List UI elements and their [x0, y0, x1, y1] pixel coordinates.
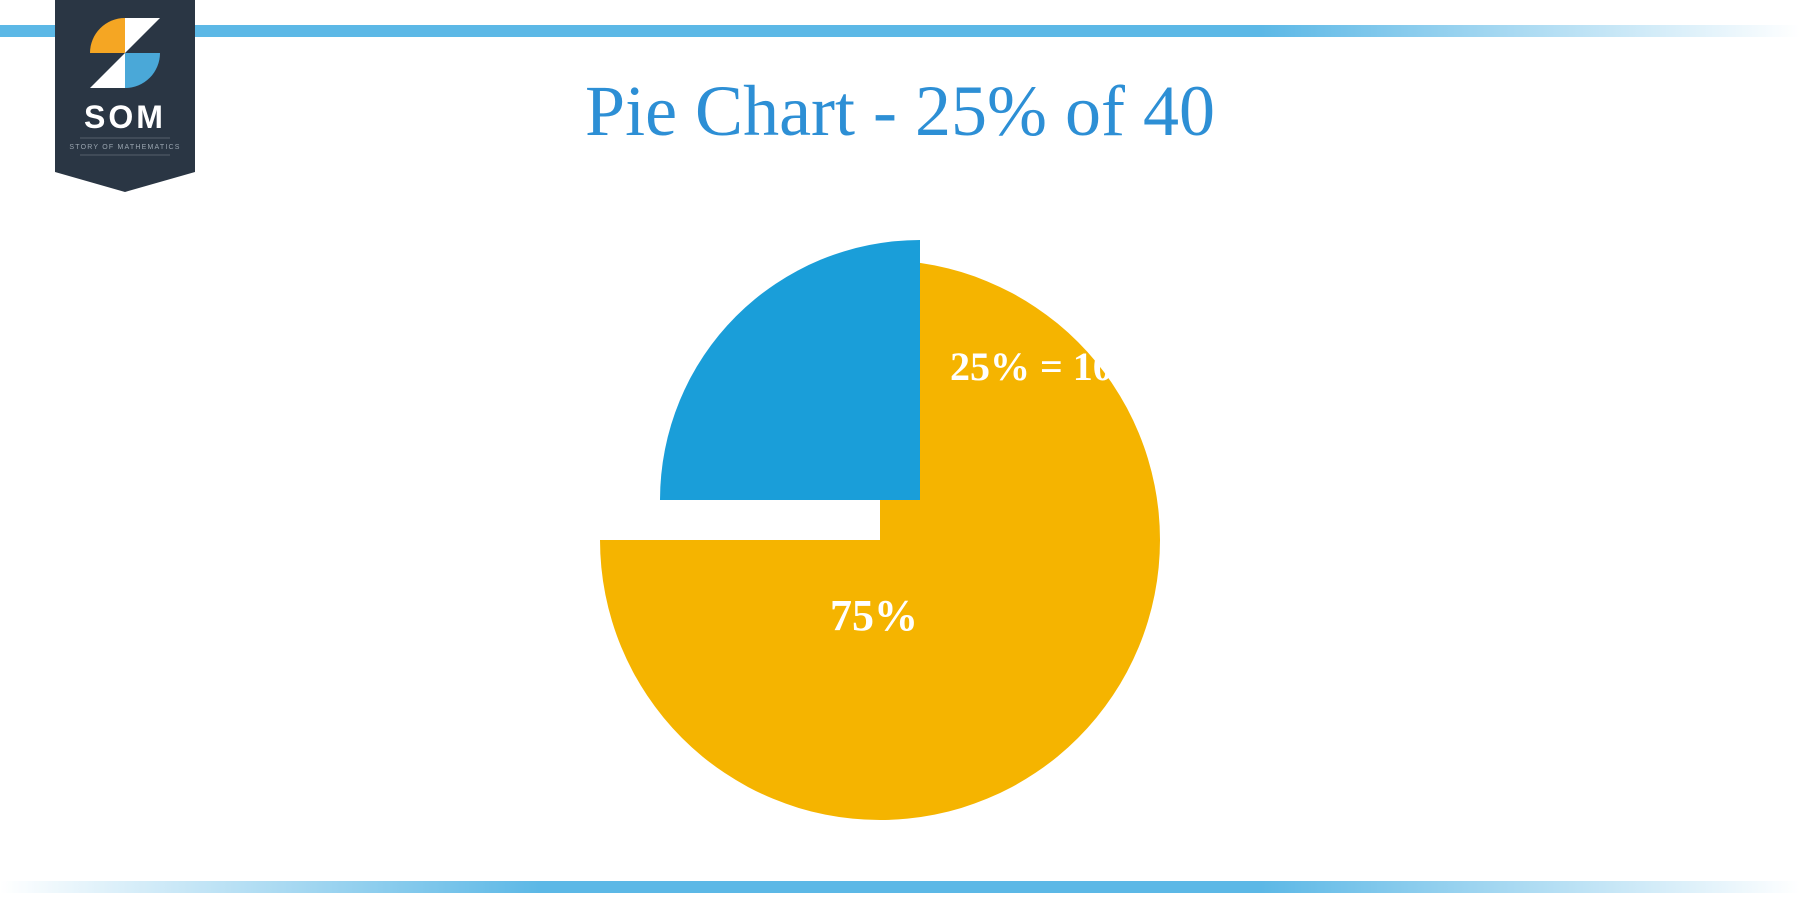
pie-chart: 75% 25% = 10	[600, 210, 1200, 810]
pie-slice	[660, 240, 920, 500]
chart-title: Pie Chart - 25% of 40	[0, 70, 1800, 153]
pie-slice-label: 75%	[830, 591, 918, 640]
pie-slice-label: 25% = 10	[950, 344, 1113, 389]
top-accent-bar	[0, 24, 1800, 36]
bottom-accent-bar	[0, 880, 1800, 892]
